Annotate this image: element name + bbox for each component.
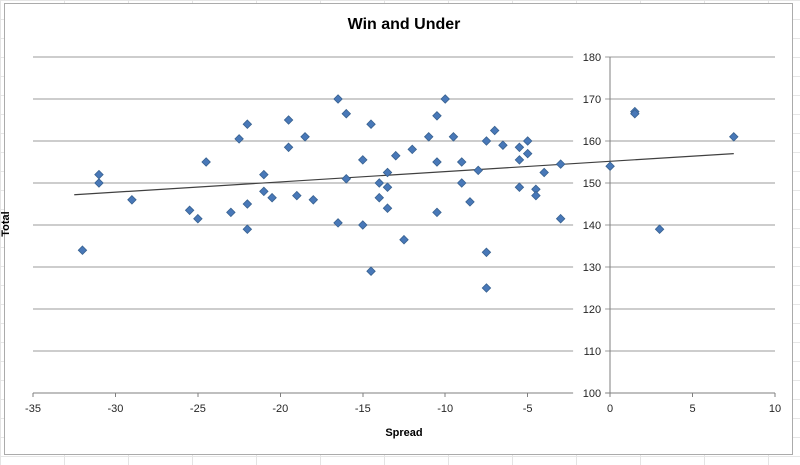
x-axis-title: Spread [385, 427, 423, 439]
data-point[interactable] [382, 167, 393, 178]
y-tick-label-bg [573, 344, 606, 357]
data-point[interactable] [242, 199, 253, 209]
data-point[interactable] [308, 195, 319, 205]
data-point[interactable] [407, 144, 418, 155]
data-point[interactable] [358, 220, 368, 230]
data-point[interactable] [382, 182, 393, 192]
data-point[interactable] [432, 207, 442, 218]
x-tick-label: -25 [190, 403, 206, 415]
y-tick-label: 100 [583, 388, 601, 400]
data-point[interactable] [341, 108, 352, 119]
data-point[interactable] [489, 125, 500, 136]
data-point[interactable] [465, 197, 475, 207]
y-tick-label: 130 [583, 262, 601, 274]
y-tick-label-bg [573, 134, 606, 147]
data-point[interactable] [555, 213, 566, 224]
y-tick-label: 150 [583, 178, 601, 190]
data-point[interactable] [498, 140, 508, 150]
data-point[interactable] [283, 115, 294, 125]
data-point[interactable] [514, 155, 525, 165]
data-point[interactable] [242, 224, 253, 234]
x-tick-label: 10 [769, 403, 781, 415]
data-point[interactable] [522, 136, 533, 146]
y-tick-label: 110 [584, 346, 602, 358]
data-point[interactable] [300, 132, 310, 142]
y-tick-label: 140 [583, 220, 601, 232]
y-tick-label-bg [573, 92, 606, 105]
data-point[interactable] [473, 165, 483, 176]
data-point[interactable] [358, 155, 368, 165]
data-point[interactable] [341, 174, 352, 184]
data-point[interactable] [127, 195, 137, 205]
data-point[interactable] [539, 167, 549, 178]
data-point[interactable] [292, 190, 302, 201]
data-point[interactable] [193, 213, 203, 224]
data-point[interactable] [432, 157, 442, 167]
data-point[interactable] [440, 94, 450, 104]
data-point[interactable] [555, 159, 566, 169]
data-point[interactable] [531, 190, 541, 201]
data-point[interactable] [729, 132, 739, 142]
chart-title: Win and Under [347, 16, 461, 33]
data-point[interactable] [432, 111, 442, 121]
data-point[interactable] [399, 234, 409, 245]
data-point[interactable] [77, 245, 88, 255]
data-point[interactable] [481, 247, 492, 258]
y-tick-label-bg [573, 50, 606, 63]
y-tick-label-bg [573, 302, 606, 315]
data-point[interactable] [226, 207, 236, 218]
data-point[interactable] [283, 142, 294, 153]
data-point[interactable] [94, 178, 104, 188]
x-tick-label: -20 [272, 403, 288, 415]
y-tick-label-bg [573, 386, 606, 399]
data-point[interactable] [514, 142, 525, 153]
data-point[interactable] [94, 169, 104, 180]
y-axis-title: Total [0, 211, 12, 237]
data-point[interactable] [448, 132, 459, 142]
data-point[interactable] [654, 224, 665, 234]
data-point[interactable] [605, 161, 615, 171]
data-point[interactable] [366, 266, 376, 276]
y-tick-label-bg [573, 218, 606, 231]
data-point[interactable] [333, 94, 343, 104]
data-point[interactable] [481, 283, 492, 293]
data-point[interactable] [333, 218, 343, 228]
data-point[interactable] [374, 192, 385, 203]
data-point[interactable] [259, 169, 269, 180]
data-point[interactable] [382, 203, 393, 213]
data-point[interactable] [514, 182, 525, 192]
y-tick-label: 180 [583, 52, 601, 64]
data-point[interactable] [522, 148, 533, 159]
x-tick-label: -10 [437, 403, 453, 415]
data-point[interactable] [456, 157, 467, 167]
y-tick-label-bg [573, 176, 606, 189]
x-tick-label: -35 [25, 403, 41, 415]
data-point[interactable] [184, 205, 195, 216]
x-tick-label: -30 [107, 403, 123, 415]
x-tick-label: 5 [689, 403, 695, 415]
data-point[interactable] [390, 150, 401, 161]
data-point[interactable] [201, 157, 211, 167]
x-tick-label: -5 [523, 403, 533, 415]
x-tick-label: -15 [355, 403, 371, 415]
y-tick-label: 170 [583, 94, 601, 106]
data-point[interactable] [242, 119, 253, 129]
data-point[interactable] [234, 134, 244, 144]
data-point[interactable] [456, 178, 467, 188]
y-tick-label-bg [573, 260, 606, 273]
y-tick-label: 160 [583, 136, 601, 148]
data-point[interactable] [374, 178, 385, 188]
data-point[interactable] [481, 136, 492, 146]
y-tick-label: 120 [583, 304, 601, 316]
data-point[interactable] [259, 186, 269, 197]
data-point[interactable] [267, 192, 277, 203]
x-tick-label: 0 [607, 403, 613, 415]
data-point[interactable] [423, 132, 434, 142]
data-point[interactable] [630, 108, 640, 119]
trendline [74, 153, 734, 196]
data-point[interactable] [366, 119, 376, 129]
